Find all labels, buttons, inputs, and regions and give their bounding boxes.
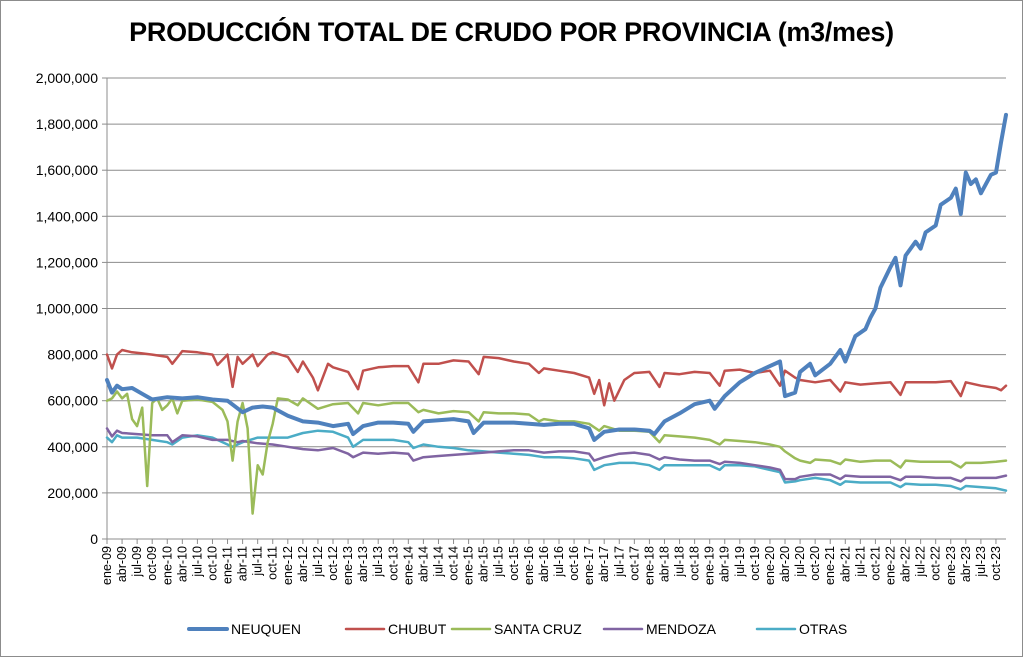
axes: 0 200,000 400,000 600,000 800,000 1,000,000 1,… xyxy=(36,70,1006,585)
series-line-santa-cruz xyxy=(105,390,1008,515)
x-tick-label: ene-17 xyxy=(582,546,596,585)
x-tick-label: ene-11 xyxy=(221,546,235,584)
x-tick-label: abr-09 xyxy=(115,546,129,582)
x-tick-label: oct-11 xyxy=(266,546,280,580)
series-line-mendoza xyxy=(105,427,1008,483)
series-line-chubut xyxy=(105,348,1008,407)
y-tick-label: 1,400,000 xyxy=(36,208,98,224)
x-tick-label: abr-16 xyxy=(537,546,551,582)
x-tick-label: oct-20 xyxy=(808,546,822,581)
x-tick-label: abr-23 xyxy=(959,546,973,582)
x-tick-label: jul-23 xyxy=(974,546,988,578)
y-tick-label: 1,600,000 xyxy=(36,162,98,178)
legend-label: CHUBUT xyxy=(388,621,447,637)
x-tick-label: jul-12 xyxy=(311,546,325,578)
x-tick-label: abr-21 xyxy=(838,546,852,582)
x-tick-label: abr-14 xyxy=(416,546,430,582)
x-tick-label: ene-13 xyxy=(341,546,355,585)
y-tick-label: 1,800,000 xyxy=(36,116,98,132)
x-tick-label: jul-18 xyxy=(673,546,687,578)
x-tick-label: ene-23 xyxy=(944,546,958,585)
x-tick-label: jul-14 xyxy=(431,546,445,578)
x-tick-label: ene-10 xyxy=(160,546,174,585)
x-tick-label: oct-14 xyxy=(447,546,461,581)
y-tick-label: 400,000 xyxy=(47,439,98,455)
x-tick-label: ene-20 xyxy=(763,546,777,585)
x-tick-label: abr-12 xyxy=(296,546,310,582)
x-tick-label: jul-16 xyxy=(552,546,566,578)
x-tick-label: jul-11 xyxy=(251,546,265,577)
x-tick-label: ene-18 xyxy=(642,546,656,585)
legend-label: OTRAS xyxy=(799,621,847,637)
x-tick-label: jul-09 xyxy=(130,546,144,578)
y-tick-label: 200,000 xyxy=(47,485,98,501)
x-tick-label: oct-17 xyxy=(627,546,641,581)
x-tick-label: oct-21 xyxy=(868,546,882,581)
x-tick-label: ene-15 xyxy=(462,546,476,585)
x-tick-label: abr-11 xyxy=(236,546,250,581)
legend: NEUQUEN CHUBUT SANTA CRUZ MENDOZA OTRAS xyxy=(187,621,847,637)
legend-label: MENDOZA xyxy=(646,621,717,637)
x-tick-label: ene-21 xyxy=(823,546,837,585)
x-tick-label: abr-17 xyxy=(597,546,611,582)
series-line-neuquen xyxy=(105,112,1008,442)
x-tick-label: ene-09 xyxy=(100,546,114,585)
legend-label: SANTA CRUZ xyxy=(494,621,582,637)
x-tick-label: abr-22 xyxy=(899,546,913,582)
x-tick-label: jul-22 xyxy=(914,546,928,578)
x-tick-label: oct-15 xyxy=(507,546,521,581)
x-tick-label: abr-18 xyxy=(657,546,671,582)
x-tick-label: oct-18 xyxy=(688,546,702,581)
x-tick-label: oct-13 xyxy=(386,546,400,581)
x-tick-label: jul-17 xyxy=(612,546,626,578)
legend-label: NEUQUEN xyxy=(231,621,301,637)
series-line-otras xyxy=(105,429,1008,492)
x-tick-label: jul-19 xyxy=(733,546,747,578)
x-tick-label: oct-09 xyxy=(145,546,159,581)
gridlines xyxy=(107,77,1006,494)
x-tick-label: jul-13 xyxy=(371,546,385,578)
y-tick-label: 800,000 xyxy=(47,347,98,363)
y-tick-label: 2,000,000 xyxy=(36,70,98,86)
x-tick-label: oct-12 xyxy=(326,546,340,581)
x-tick-label: ene-16 xyxy=(522,546,536,585)
y-tick-label: 0 xyxy=(90,531,98,547)
y-tick-label: 600,000 xyxy=(47,393,98,409)
x-tick-label: jul-10 xyxy=(190,546,204,578)
x-tick-label: oct-16 xyxy=(567,546,581,581)
chart-title: PRODUCCIÓN TOTAL DE CRUDO POR PROVINCIA … xyxy=(129,17,894,47)
x-tick-label: abr-13 xyxy=(356,546,370,582)
x-tick-label: ene-14 xyxy=(401,546,415,585)
x-tick-label: jul-15 xyxy=(492,546,506,578)
x-tick-label: ene-12 xyxy=(281,546,295,585)
x-tick-label: abr-15 xyxy=(477,546,491,582)
x-tick-label: oct-10 xyxy=(205,546,219,581)
x-tick-label: ene-19 xyxy=(703,546,717,585)
x-tick-label: oct-22 xyxy=(929,546,943,581)
x-tick-label: oct-23 xyxy=(989,546,1003,581)
x-tick-label: jul-20 xyxy=(793,546,807,578)
x-tick-label: abr-20 xyxy=(778,546,792,582)
x-tick-label: jul-21 xyxy=(853,546,867,578)
x-tick-label: abr-19 xyxy=(718,546,732,582)
x-tick-label: abr-10 xyxy=(175,546,189,582)
x-tick-label: oct-19 xyxy=(748,546,762,581)
series-lines xyxy=(105,112,1008,515)
y-tick-label: 1,200,000 xyxy=(36,254,98,270)
x-tick-label: ene-22 xyxy=(883,546,897,585)
y-tick-label: 1,000,000 xyxy=(36,301,98,317)
